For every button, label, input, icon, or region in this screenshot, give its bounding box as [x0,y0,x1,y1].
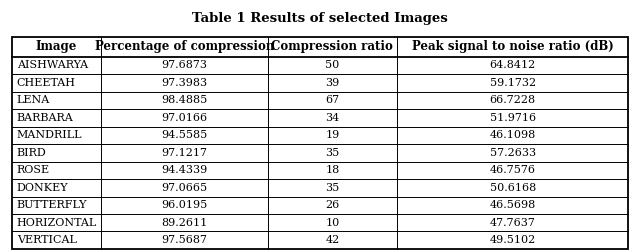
Text: 19: 19 [325,130,339,140]
Text: Compression ratio: Compression ratio [271,40,393,53]
Text: DONKEY: DONKEY [17,183,68,193]
Text: 57.2633: 57.2633 [490,148,536,158]
Text: CHEETAH: CHEETAH [17,78,76,88]
Bar [12,37,628,249]
Text: 94.4339: 94.4339 [161,165,207,175]
Text: ROSE: ROSE [17,165,50,175]
Text: 10: 10 [325,218,339,228]
Text: 35: 35 [325,183,339,193]
Text: 66.7228: 66.7228 [490,95,536,105]
Text: 97.3983: 97.3983 [161,78,207,88]
Text: 94.5585: 94.5585 [161,130,207,140]
Text: Peak signal to noise ratio (dB): Peak signal to noise ratio (dB) [412,40,614,53]
Text: Percentage of compression: Percentage of compression [95,40,274,53]
Text: Table 1 Results of selected Images: Table 1 Results of selected Images [192,12,448,25]
Text: 39: 39 [325,78,339,88]
Text: 96.0195: 96.0195 [161,200,207,210]
Text: 35: 35 [325,148,339,158]
Text: 26: 26 [325,200,339,210]
Text: 97.5687: 97.5687 [161,235,207,245]
Text: 64.8412: 64.8412 [490,60,536,70]
Text: 97.0166: 97.0166 [161,113,207,123]
Text: LENA: LENA [17,95,50,105]
Text: 67: 67 [325,95,339,105]
Text: MANDRILL: MANDRILL [17,130,82,140]
Text: 47.7637: 47.7637 [490,218,536,228]
Text: 34: 34 [325,113,339,123]
Text: 98.4885: 98.4885 [161,95,207,105]
Text: HORIZONTAL: HORIZONTAL [17,218,97,228]
Text: 46.7576: 46.7576 [490,165,536,175]
Text: 42: 42 [325,235,339,245]
Text: 59.1732: 59.1732 [490,78,536,88]
Text: VERTICAL: VERTICAL [17,235,77,245]
Text: 18: 18 [325,165,339,175]
Text: 89.2611: 89.2611 [161,218,207,228]
Text: 51.9716: 51.9716 [490,113,536,123]
Text: Image: Image [36,40,77,53]
Text: 97.6873: 97.6873 [161,60,207,70]
Text: BARBARA: BARBARA [17,113,74,123]
Text: 46.5698: 46.5698 [490,200,536,210]
Text: AISHWARYA: AISHWARYA [17,60,88,70]
Text: 50.6168: 50.6168 [490,183,536,193]
Text: 46.1098: 46.1098 [490,130,536,140]
Text: 97.0665: 97.0665 [161,183,207,193]
Text: BIRD: BIRD [17,148,46,158]
Text: 97.1217: 97.1217 [161,148,207,158]
Text: 49.5102: 49.5102 [490,235,536,245]
Text: BUTTERFLY: BUTTERFLY [17,200,87,210]
Text: 50: 50 [325,60,339,70]
